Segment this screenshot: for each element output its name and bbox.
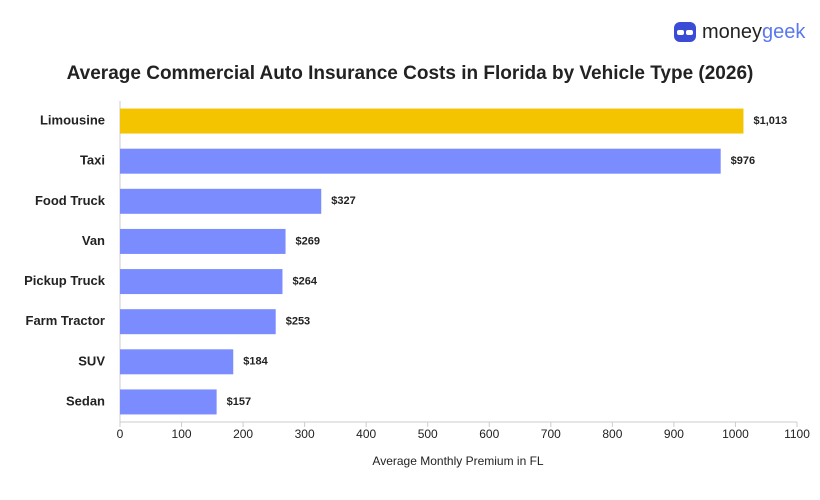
- x-tick-label: 300: [295, 427, 315, 441]
- x-tick-label: 900: [664, 427, 684, 441]
- x-tick-label: 500: [418, 427, 438, 441]
- y-tick-label: Farm Tractor: [26, 313, 105, 328]
- x-tick-label: 1000: [722, 427, 749, 441]
- bar: [120, 108, 744, 134]
- x-tick-label: 800: [602, 427, 622, 441]
- bar: [120, 309, 276, 335]
- bar: [120, 228, 286, 254]
- logo: moneygeek: [674, 21, 806, 43]
- logo-part: money: [702, 21, 762, 43]
- x-tick-label: 600: [479, 427, 499, 441]
- logo-text: moneygeek: [702, 21, 806, 43]
- y-tick-label: Van: [82, 233, 105, 248]
- logo-part: geek: [762, 21, 806, 43]
- y-tick-label: Sedan: [66, 393, 105, 408]
- y-tick-label: Limousine: [40, 113, 105, 128]
- x-tick-label: 100: [172, 427, 192, 441]
- x-axis-label: Average Monthly Premium in FL: [372, 454, 544, 468]
- y-tick-label: Food Truck: [35, 193, 106, 208]
- y-tick-label: Pickup Truck: [24, 273, 106, 288]
- bar: [120, 188, 322, 214]
- x-tick-label: 400: [356, 427, 376, 441]
- value-label: $976: [731, 155, 755, 167]
- y-tick-label: SUV: [78, 353, 105, 368]
- logo-icon-eye: [677, 30, 684, 35]
- logo-icon: [674, 22, 696, 42]
- value-label: $184: [243, 356, 268, 368]
- x-tick-label: 0: [117, 427, 124, 441]
- value-label: $264: [292, 275, 317, 287]
- bar: [120, 269, 283, 295]
- x-tick-label: 200: [233, 427, 253, 441]
- x-tick-label: 1100: [784, 427, 810, 441]
- value-label: $1,013: [753, 115, 787, 127]
- value-label: $327: [331, 195, 355, 207]
- bar: [120, 389, 217, 415]
- value-label: $157: [227, 396, 251, 408]
- value-label: $253: [286, 316, 310, 328]
- bar: [120, 148, 721, 174]
- logo-icon-eye: [686, 30, 693, 35]
- chart-title: Average Commercial Auto Insurance Costs …: [67, 63, 754, 84]
- bar: [120, 349, 234, 375]
- x-tick-label: 700: [541, 427, 561, 441]
- value-label: $269: [296, 235, 320, 247]
- y-tick-label: Taxi: [80, 153, 105, 168]
